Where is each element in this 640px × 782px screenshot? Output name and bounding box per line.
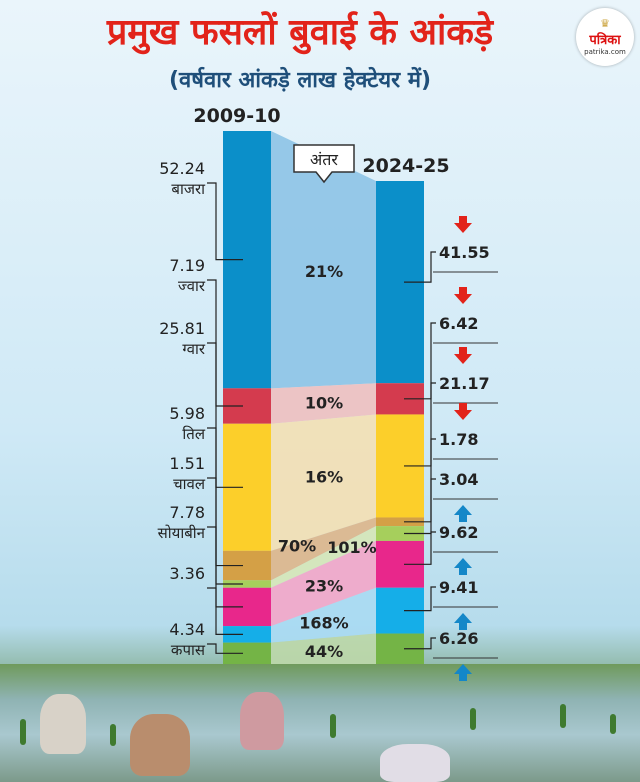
right-value-2: 21.17 (439, 374, 490, 393)
bar-2009-10-4 (223, 580, 271, 588)
farm-worker (380, 744, 450, 782)
farm-worker (240, 692, 284, 750)
rice-plant (20, 719, 26, 745)
change-label-2: 16% (305, 468, 343, 487)
right-value-1: 6.42 (439, 314, 478, 333)
right-leader-2 (404, 382, 436, 467)
left-leader-2 (207, 342, 243, 488)
band-7 (271, 633, 376, 664)
left-value-1: 7.19 (169, 256, 205, 275)
up-arrow-icon-6 (454, 613, 472, 630)
left-leader-0 (207, 182, 243, 261)
band-1 (271, 383, 376, 424)
right-leader-5 (404, 531, 436, 565)
band-3 (271, 517, 376, 581)
farm-worker (40, 694, 86, 754)
left-name-1: ज्वार (178, 277, 206, 295)
up-arrow-icon-4 (454, 505, 472, 522)
down-arrow-icon-0 (454, 216, 472, 233)
down-arrow-icon-3 (454, 403, 472, 420)
rice-plant (330, 714, 336, 738)
change-label-4: 101% (327, 538, 376, 557)
right-value-0: 41.55 (439, 243, 490, 262)
left-leader-7 (207, 643, 243, 654)
page-title: प्रमुख फसलों बुवाई के आंकड़े (106, 12, 494, 53)
left-name-7: कपास (171, 641, 206, 659)
down-arrow-icon-1 (454, 287, 472, 304)
left-name-2: ग्वार (182, 340, 205, 358)
bar-2009-10-6 (223, 626, 271, 643)
band-4 (271, 526, 376, 588)
page-subtitle: (वर्षवार आंकड़े लाख हेक्टेयर में) (168, 68, 432, 93)
period-label-right: 2024-25 (362, 155, 449, 177)
change-label-6: 168% (299, 613, 348, 632)
right-value-6: 9.41 (439, 578, 478, 597)
band-6 (271, 587, 376, 643)
right-value-4: 3.04 (439, 470, 478, 489)
lion-emblem-icon: ♛ (600, 17, 610, 30)
left-value-7: 4.34 (169, 620, 205, 639)
bar-2024-25-4 (376, 526, 424, 541)
band-5 (271, 540, 376, 627)
left-value-4: 1.51 (169, 454, 205, 473)
farm-worker (130, 714, 190, 776)
left-name-0: बाजरा (171, 180, 206, 198)
right-leader-4 (404, 478, 436, 535)
left-value-5: 7.78 (169, 503, 205, 522)
right-leader-7 (404, 637, 436, 650)
logo-brand: पत्रिका (589, 33, 621, 48)
left-name-4: चावल (173, 475, 206, 493)
bar-2009-10-7 (223, 642, 271, 664)
left-name-5: सोयाबीन (158, 524, 206, 542)
change-label-0: 21% (305, 262, 343, 281)
left-name-3: तिल (182, 425, 205, 443)
logo-site: patrika.com (584, 48, 626, 56)
right-value-3: 1.78 (439, 430, 478, 449)
change-label-3: 70% (278, 537, 316, 556)
rice-plant (470, 708, 476, 730)
diff-callout-label: अंतर (310, 150, 338, 169)
change-label-1: 10% (305, 393, 343, 412)
right-value-7: 6.26 (439, 629, 478, 648)
band-2 (271, 414, 376, 551)
right-leader-6 (404, 586, 436, 612)
right-leader-0 (404, 251, 436, 283)
period-label-left: 2009-10 (193, 105, 280, 127)
paddy-field-photo (0, 664, 640, 782)
left-leader-5 (207, 526, 243, 608)
rice-plant (560, 704, 566, 728)
change-label-5: 23% (305, 577, 343, 596)
diff-callout-box (293, 144, 355, 184)
right-leader-1 (404, 322, 436, 400)
left-value-0: 52.24 (159, 159, 205, 178)
rice-plant (610, 714, 616, 734)
patrika-logo: ♛ पत्रिका patrika.com (576, 8, 634, 66)
left-value-2: 25.81 (159, 319, 205, 338)
up-arrow-icon-5 (454, 558, 472, 575)
left-value-6: 3.36 (169, 564, 205, 583)
band-0 (271, 131, 376, 389)
right-value-5: 9.62 (439, 523, 478, 542)
change-label-7: 44% (305, 642, 343, 661)
left-leader-6 (207, 587, 243, 635)
down-arrow-icon-2 (454, 347, 472, 364)
left-value-3: 5.98 (169, 404, 205, 423)
rice-plant (110, 724, 116, 746)
up-arrow-icon-7 (454, 664, 472, 681)
bar-2024-25-3 (376, 517, 424, 527)
